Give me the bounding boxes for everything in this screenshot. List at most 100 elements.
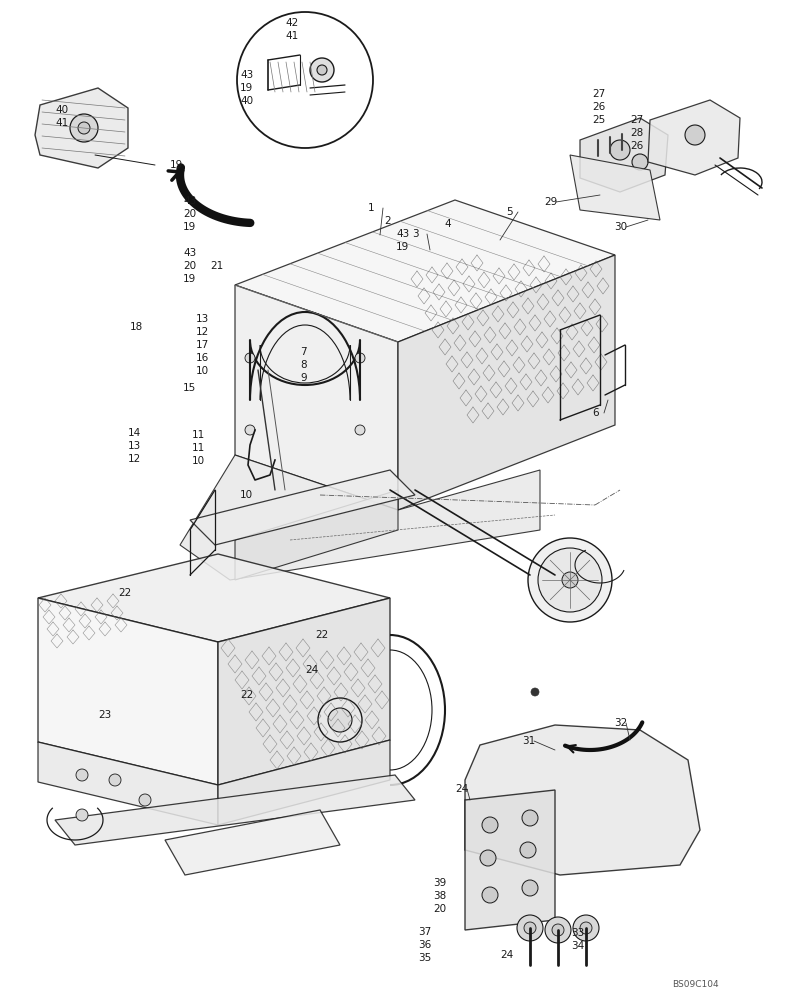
Text: 21: 21 (210, 261, 223, 271)
Circle shape (355, 425, 365, 435)
Circle shape (522, 810, 538, 826)
Circle shape (245, 425, 255, 435)
Text: 40: 40 (240, 96, 253, 106)
Circle shape (552, 924, 564, 936)
Circle shape (685, 125, 705, 145)
Text: 24: 24 (455, 784, 469, 794)
Text: 19: 19 (170, 160, 183, 170)
Text: 12: 12 (128, 454, 141, 464)
Circle shape (317, 65, 327, 75)
Polygon shape (465, 790, 555, 930)
Text: 22: 22 (240, 690, 253, 700)
Circle shape (355, 353, 365, 363)
Polygon shape (218, 740, 390, 825)
Circle shape (237, 12, 373, 148)
Text: 3: 3 (412, 229, 419, 239)
Text: 31: 31 (522, 736, 535, 746)
Text: 24: 24 (500, 950, 513, 960)
Polygon shape (38, 598, 218, 785)
Circle shape (522, 880, 538, 896)
Text: 19: 19 (396, 242, 409, 252)
Polygon shape (38, 554, 390, 642)
Polygon shape (38, 742, 218, 825)
Polygon shape (235, 200, 615, 342)
Circle shape (109, 774, 121, 786)
Text: 11: 11 (192, 443, 205, 453)
Text: 8: 8 (300, 360, 306, 370)
Text: 43: 43 (396, 229, 409, 239)
Text: 17: 17 (196, 340, 209, 350)
Text: 10: 10 (192, 456, 205, 466)
Text: 19: 19 (183, 274, 196, 284)
Text: 20: 20 (183, 261, 196, 271)
Circle shape (632, 154, 648, 170)
Polygon shape (648, 100, 740, 175)
Text: 16: 16 (196, 353, 209, 363)
Circle shape (610, 140, 630, 160)
Circle shape (70, 114, 98, 142)
Text: 28: 28 (630, 128, 643, 138)
Text: 26: 26 (630, 141, 643, 151)
Text: 6: 6 (592, 408, 599, 418)
Text: 5: 5 (506, 207, 512, 217)
Circle shape (245, 353, 255, 363)
Text: 38: 38 (433, 891, 446, 901)
Polygon shape (570, 155, 660, 220)
Text: 18: 18 (130, 322, 143, 332)
Circle shape (545, 917, 571, 943)
Polygon shape (235, 285, 398, 510)
Text: 4: 4 (444, 219, 451, 229)
Circle shape (310, 58, 334, 82)
Circle shape (517, 915, 543, 941)
Circle shape (528, 538, 612, 622)
Circle shape (328, 708, 352, 732)
Text: 1: 1 (368, 203, 375, 213)
Text: 20: 20 (433, 904, 446, 914)
Text: 37: 37 (418, 927, 431, 937)
Text: 32: 32 (614, 718, 627, 728)
Circle shape (482, 887, 498, 903)
Text: 14: 14 (128, 428, 141, 438)
Text: 23: 23 (98, 710, 112, 720)
Circle shape (78, 122, 90, 134)
Text: 43: 43 (240, 70, 253, 80)
Text: 22: 22 (118, 588, 131, 598)
Polygon shape (35, 88, 128, 168)
Circle shape (538, 548, 602, 612)
Text: 10: 10 (240, 490, 253, 500)
Text: 34: 34 (571, 941, 584, 951)
Text: 39: 39 (433, 878, 446, 888)
Text: 2: 2 (384, 216, 390, 226)
Text: 10: 10 (196, 366, 209, 376)
Text: 26: 26 (592, 102, 605, 112)
Text: 15: 15 (183, 383, 196, 393)
Circle shape (524, 922, 536, 934)
Polygon shape (235, 490, 398, 580)
Text: 19: 19 (183, 222, 196, 232)
Polygon shape (55, 775, 415, 845)
Circle shape (76, 769, 88, 781)
Polygon shape (180, 455, 540, 580)
Text: 30: 30 (614, 222, 627, 232)
Text: 43: 43 (183, 248, 196, 258)
Text: 40: 40 (55, 105, 68, 115)
Circle shape (480, 850, 496, 866)
Text: 33: 33 (571, 928, 584, 938)
Circle shape (76, 809, 88, 821)
Polygon shape (465, 725, 700, 875)
Text: 7: 7 (300, 347, 306, 357)
Text: 41: 41 (285, 31, 298, 41)
Text: 13: 13 (128, 441, 141, 451)
Polygon shape (165, 810, 340, 875)
Text: 11: 11 (192, 430, 205, 440)
Circle shape (520, 842, 536, 858)
Text: 13: 13 (196, 314, 209, 324)
Circle shape (562, 572, 578, 588)
Polygon shape (580, 118, 668, 192)
Polygon shape (398, 255, 615, 510)
Text: 9: 9 (300, 373, 306, 383)
Text: 41: 41 (55, 118, 68, 128)
Text: 12: 12 (196, 327, 209, 337)
Text: 29: 29 (544, 197, 558, 207)
Circle shape (318, 698, 362, 742)
